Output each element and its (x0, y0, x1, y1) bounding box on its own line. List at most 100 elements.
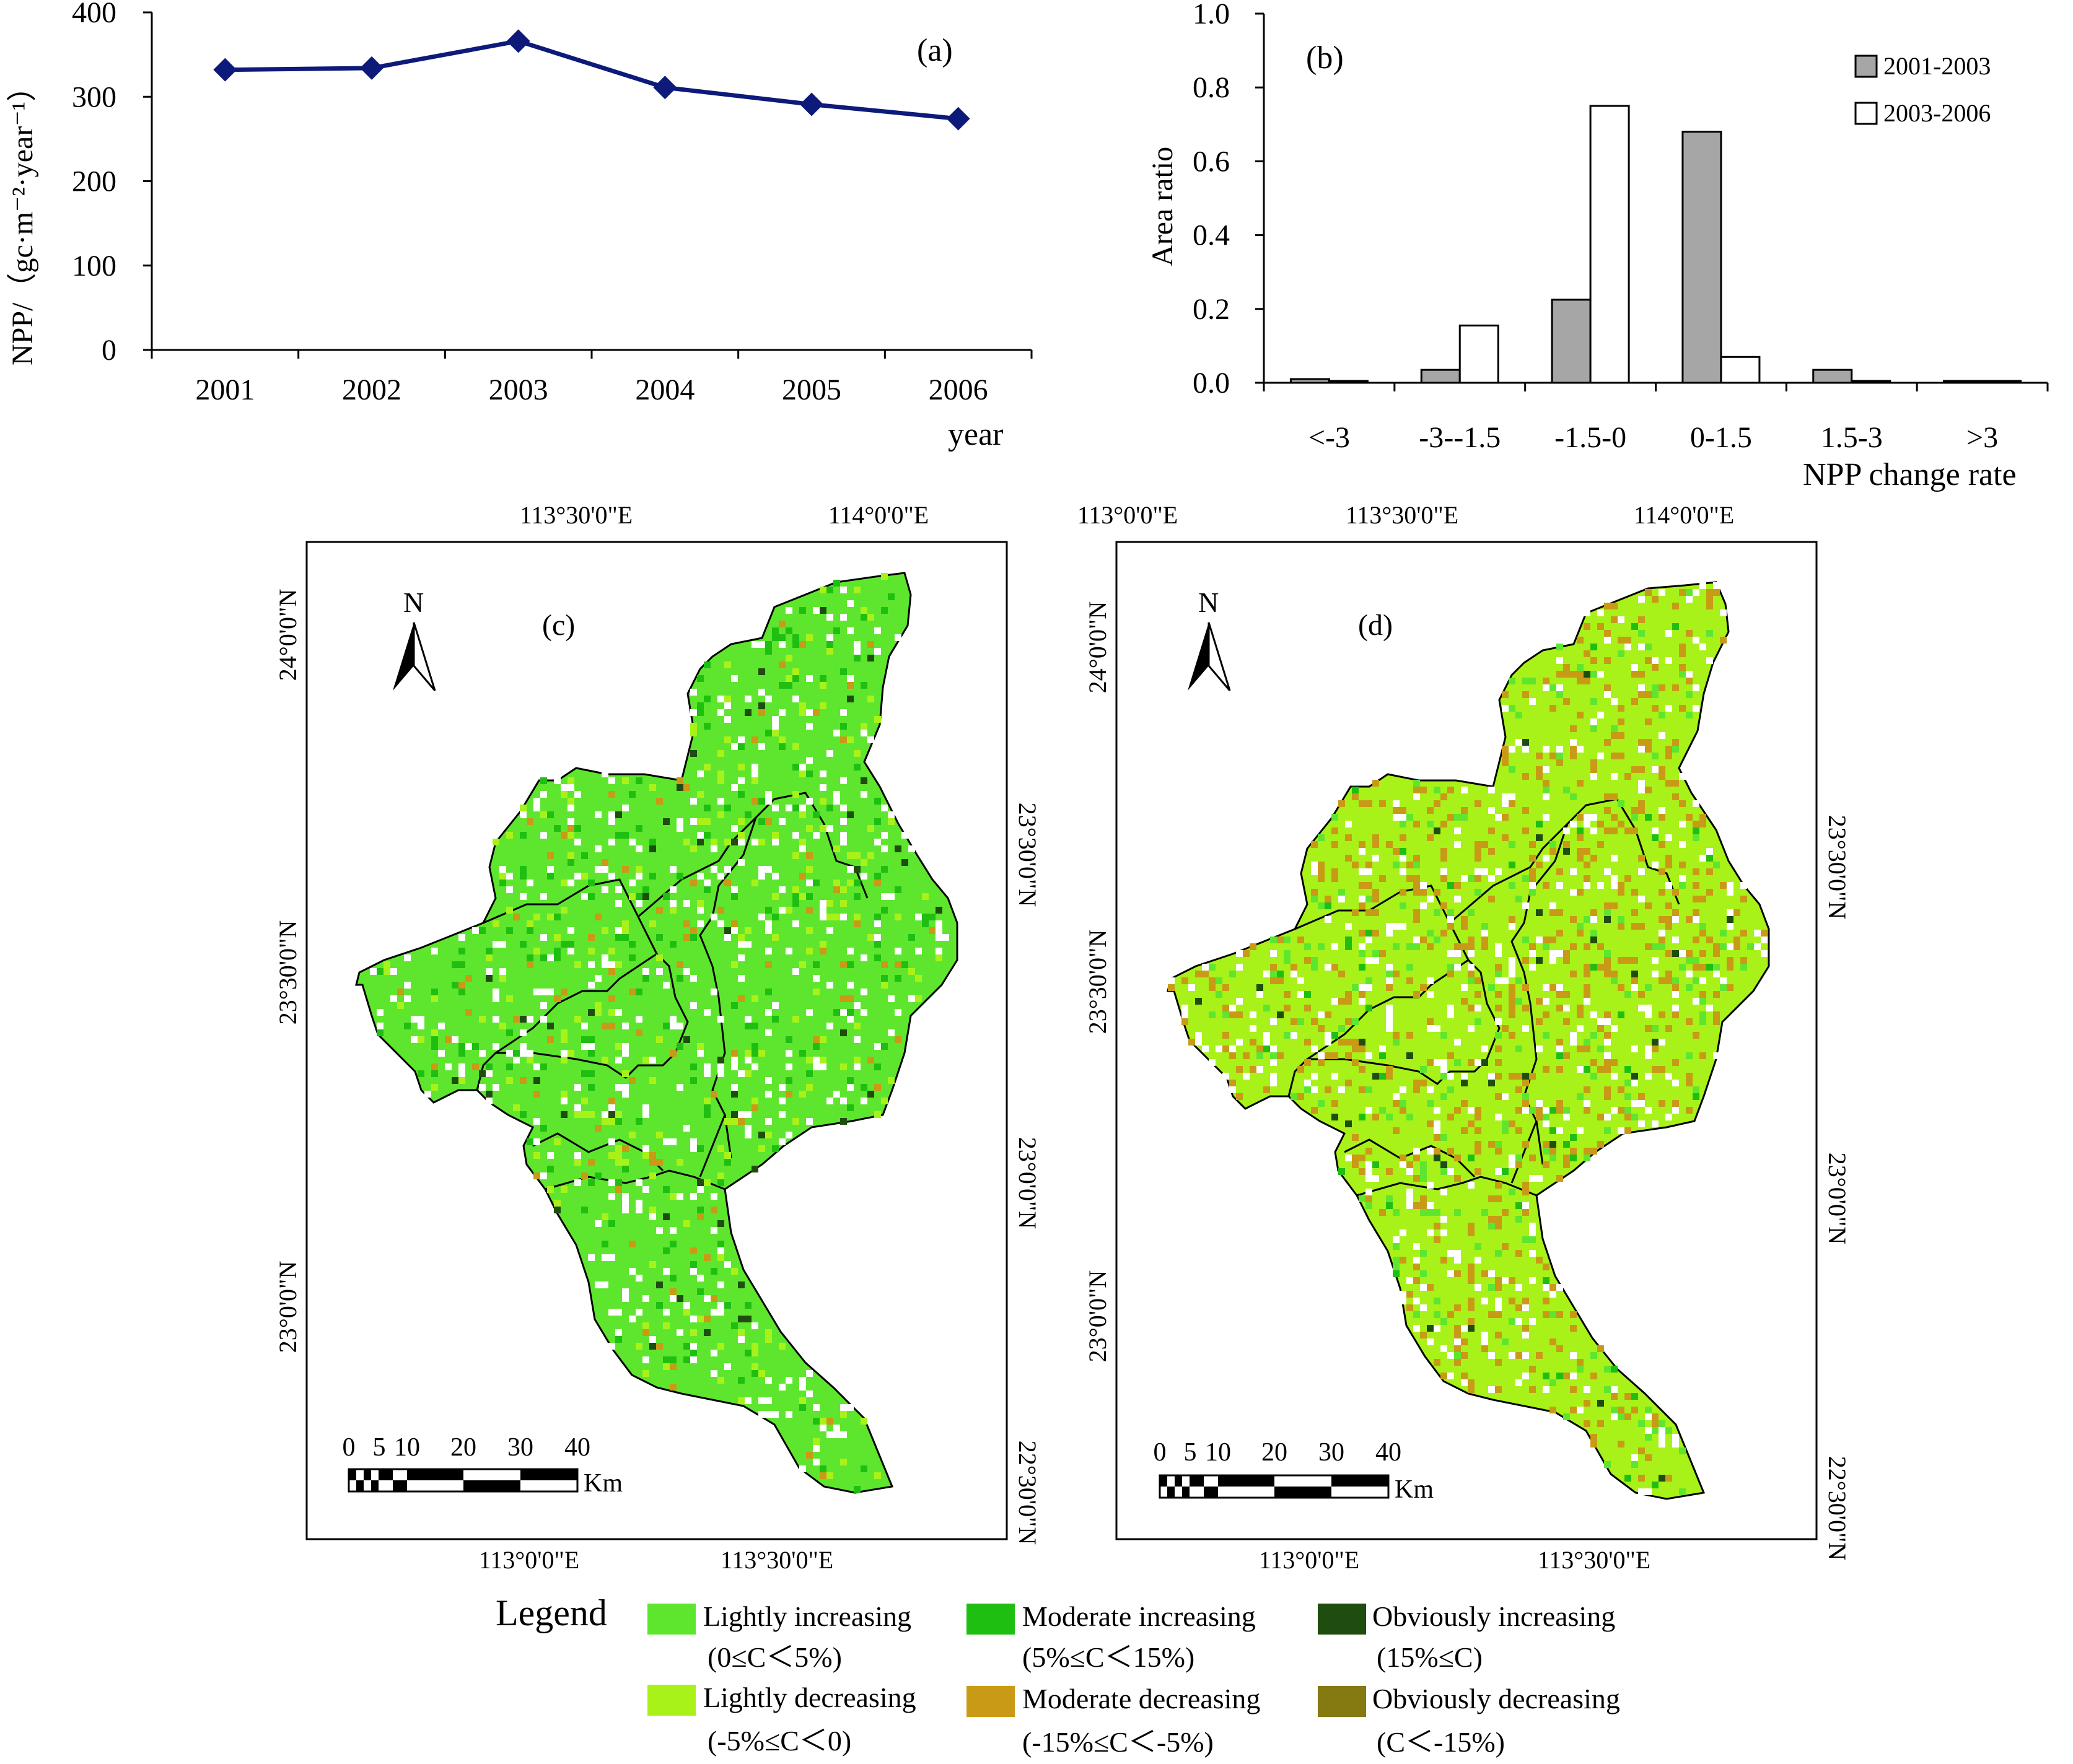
map-pixel (717, 1063, 724, 1070)
map-pixel (881, 1043, 888, 1050)
map-pixel (738, 1316, 745, 1322)
map-pixel (867, 696, 874, 702)
map-pixel (861, 1084, 867, 1091)
map-pixel (1584, 848, 1590, 855)
map-pixel (724, 866, 731, 873)
map-pixel (1291, 971, 1297, 977)
map-pixel (867, 655, 874, 662)
map-pixel (1645, 739, 1652, 746)
map-pixel (1216, 1046, 1222, 1052)
map-pixel (602, 1023, 608, 1029)
map-pixel (1379, 1209, 1386, 1216)
map-pixel (690, 818, 697, 825)
legend-swatch-obviously-increasing (1318, 1604, 1366, 1635)
map-pixel (1406, 875, 1413, 882)
map-pixel (1536, 1114, 1543, 1120)
map-pixel (1345, 943, 1352, 950)
map-pixel (649, 845, 656, 852)
map-pixel (1556, 909, 1563, 916)
map-d-district-boundary (1449, 798, 1680, 924)
map-pixel (792, 696, 799, 702)
map-pixel (731, 1050, 738, 1057)
map-pixel (1434, 1148, 1440, 1155)
map-pixel (527, 1016, 533, 1023)
map-pixel (1706, 603, 1713, 609)
map-pixel (1352, 1059, 1359, 1066)
map-pixel (622, 866, 629, 873)
map-pixel (1631, 909, 1638, 916)
map-pixel (1420, 1209, 1427, 1216)
map-pixel (588, 948, 595, 954)
map-pixel (1447, 1168, 1454, 1175)
map-pixel (1577, 1025, 1584, 1032)
map-pixel (1468, 1325, 1475, 1332)
map-pixel (1659, 937, 1665, 943)
map-pixel (1563, 1373, 1570, 1379)
map-pixel (936, 907, 942, 914)
map-pixel (929, 927, 936, 934)
map-pixel (1475, 1127, 1481, 1134)
map-pixel (772, 627, 779, 634)
map-pixel (1611, 827, 1618, 834)
map-pixel (874, 839, 881, 845)
map-pixel (1488, 787, 1495, 793)
map-pixel (1509, 991, 1515, 998)
map-pixel (1529, 868, 1536, 875)
map-pixel (690, 845, 697, 852)
map-pixel (1270, 937, 1277, 943)
map-pixel (1447, 1311, 1454, 1318)
map-pixel (1665, 902, 1672, 909)
map-pixel (677, 777, 683, 784)
map-pixel (1243, 1052, 1250, 1059)
map-pixel (901, 859, 908, 866)
map-pixel (820, 1036, 826, 1043)
map-pixel (1502, 705, 1509, 712)
map-pixel (1563, 787, 1570, 793)
map-pixel (1447, 923, 1454, 930)
map-pixel (765, 866, 772, 873)
map-pixel (1577, 814, 1584, 821)
map-pixel (854, 1063, 861, 1070)
map-pixel (1604, 684, 1611, 691)
map-pixel (1659, 1434, 1665, 1441)
map-pixel (1325, 896, 1331, 902)
map-pixel (1611, 1413, 1618, 1420)
map-pixel (1468, 1223, 1475, 1229)
map-pixel (1454, 1345, 1461, 1352)
map-pixel (1413, 937, 1420, 943)
map-pixel (1304, 957, 1311, 964)
map-pixel (806, 852, 813, 859)
map-d: N (d) 113°0'0"E 113°30'0"E 114°0'0"E 113… (1077, 501, 1851, 1574)
map-pixel (1529, 882, 1536, 889)
map-pixel (724, 934, 731, 941)
map-pixel (588, 1159, 595, 1166)
map-pixel (1365, 937, 1372, 943)
map-pixel (813, 880, 820, 886)
map-pixel (581, 873, 588, 880)
map-pixel (1495, 991, 1502, 998)
map-pixel (1556, 684, 1563, 691)
map-pixel (1543, 1120, 1549, 1127)
map-pixel (683, 920, 690, 927)
map-pixel (1475, 991, 1481, 998)
map-pixel (1495, 1168, 1502, 1175)
map-pixel (1243, 950, 1250, 957)
map-pixel (1549, 848, 1556, 855)
map-pixel (431, 948, 438, 954)
map-pixel (1577, 1127, 1584, 1134)
map-pixel (568, 832, 574, 839)
map-pixel (799, 1404, 806, 1411)
panel-a-label: (a) (917, 33, 953, 68)
map-pixel (711, 1350, 717, 1356)
north-label: N (1198, 587, 1219, 618)
map-pixel (1502, 759, 1509, 766)
map-pixel (1468, 1264, 1475, 1270)
map-pixel (533, 805, 540, 811)
map-pixel (799, 811, 806, 818)
map-pixel (1597, 1046, 1604, 1052)
map-pixel (690, 1145, 697, 1152)
map-pixel (1652, 1066, 1659, 1073)
map-pixel (506, 1077, 513, 1084)
map-pixel (765, 961, 772, 968)
map-pixel (554, 995, 561, 1002)
